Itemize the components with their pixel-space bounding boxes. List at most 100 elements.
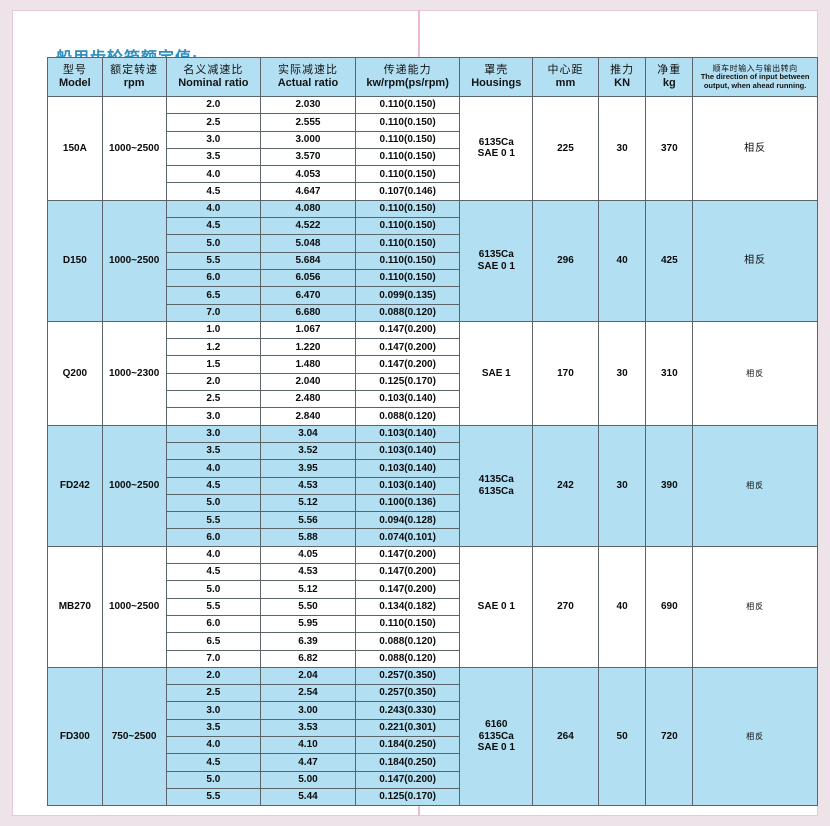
cell-actual-ratio: 2.480 <box>260 390 356 409</box>
cell-power-capacity: 0.110(0.150) <box>354 95 461 115</box>
cell-actual-ratio: 4.647 <box>260 182 356 201</box>
cell-rated-rpm: 1000~2500 <box>101 199 167 322</box>
table-row: 5.5 5.44 0.125(0.170) <box>48 787 818 807</box>
col-header-center-distance: 中心距 mm <box>532 57 599 97</box>
spec-table-wrapper: 型号 Model 额定转速 rpm 名义减速比 Nominal ratio 实际… <box>47 57 818 807</box>
cell-power-capacity: 0.110(0.150) <box>354 113 461 132</box>
table-row: Q200 1000~2300 1.0 1.067 0.147(0.200) SAE 1 17… <box>47 320 818 426</box>
cell-actual-ratio: 5.12 <box>260 580 356 599</box>
cell-housings: 4135Ca 6135Ca <box>459 424 534 547</box>
table-row: 4.5 4.53 0.103(0.140) <box>48 476 818 495</box>
cell-power-capacity: 0.088(0.120) <box>354 649 461 668</box>
cell-power-capacity: 0.125(0.170) <box>354 787 461 807</box>
col-header-direction-cn: 顺车时输入与输出转向 <box>712 63 798 73</box>
cell-power-capacity: 0.257(0.350) <box>354 684 461 703</box>
table-row: 150A 1000~2500 2.0 2.030 0.110(0.150) 6135Ca S… <box>47 95 818 201</box>
cell-actual-ratio: 5.12 <box>260 493 356 513</box>
cell-nominal-ratio: 2.0 <box>165 372 262 392</box>
cell-nominal-ratio: 7.0 <box>165 649 262 668</box>
cell-actual-ratio: 3.53 <box>260 718 356 737</box>
cell-nominal-ratio: 6.0 <box>165 528 262 547</box>
cell-actual-ratio: 5.50 <box>260 597 356 616</box>
cell-weight: 310 <box>645 320 694 426</box>
cell-actual-ratio: 1.067 <box>260 320 356 340</box>
cell-rated-rpm: 1000~2300 <box>101 320 167 426</box>
col-header-power-en: kw/rpm(ps/rpm) <box>366 77 449 89</box>
cell-nominal-ratio: 4.5 <box>165 476 262 495</box>
table-row: 5.0 5.12 0.100(0.136) <box>48 493 818 513</box>
table-row: 5.0 5.048 0.110(0.150) <box>48 234 818 253</box>
cell-actual-ratio: 6.470 <box>260 286 356 305</box>
cell-power-capacity: 0.100(0.136) <box>354 493 461 513</box>
cell-nominal-ratio: 6.5 <box>165 286 262 305</box>
table-row: 6.5 6.470 0.099(0.135) <box>48 286 818 305</box>
table-row: 5.5 5.684 0.110(0.150) <box>48 251 818 270</box>
cell-power-capacity: 0.094(0.128) <box>354 511 461 530</box>
cell-housings-line: 6135Ca <box>478 485 514 497</box>
cell-nominal-ratio: 4.0 <box>165 459 262 478</box>
cell-housings-line: SAE 0 1 <box>477 148 515 160</box>
cell-power-capacity: 0.221(0.301) <box>354 718 461 737</box>
cell-actual-ratio: 4.080 <box>260 199 356 219</box>
cell-nominal-ratio: 1.2 <box>165 338 262 357</box>
col-header-rpm-cn: 额定转速 <box>110 63 159 77</box>
col-header-weight-en: kg <box>662 77 676 89</box>
cell-rotation-direction: 相反 <box>692 424 818 547</box>
cell-housings-line: SAE 0 1 <box>477 260 515 272</box>
cell-actual-ratio: 5.048 <box>260 234 356 253</box>
cell-model: D150 <box>47 199 103 322</box>
cell-nominal-ratio: 4.5 <box>165 182 262 201</box>
cell-power-capacity: 0.134(0.182) <box>354 597 461 616</box>
cell-nominal-ratio: 3.0 <box>165 407 262 426</box>
cell-power-capacity: 0.110(0.150) <box>354 130 461 149</box>
col-header-center-distance-en: mm <box>555 77 576 89</box>
col-header-actual-ratio-en: Actual ratio <box>277 77 339 89</box>
cell-weight: 390 <box>645 424 694 547</box>
cell-housings-line: 6135Ca <box>478 249 514 261</box>
col-header-weight: 净重 kg <box>645 57 694 97</box>
cell-nominal-ratio: 4.5 <box>165 563 262 582</box>
cell-power-capacity: 0.088(0.120) <box>354 632 461 651</box>
cell-power-capacity: 0.110(0.150) <box>354 147 461 167</box>
cell-housings: 6135Ca SAE 0 1 <box>459 199 534 322</box>
cell-actual-ratio: 5.44 <box>260 787 356 807</box>
cell-power-capacity: 0.147(0.200) <box>354 545 461 565</box>
cell-nominal-ratio: 4.0 <box>165 545 262 565</box>
cell-thrust: 30 <box>597 96 647 201</box>
cell-actual-ratio: 1.220 <box>260 338 356 357</box>
cell-power-capacity: 0.147(0.200) <box>354 338 461 357</box>
col-header-nominal-ratio-cn: 名义减速比 <box>183 63 244 77</box>
cell-power-capacity: 0.103(0.140) <box>354 424 461 443</box>
col-header-power: 传递能力 kw/rpm(ps/rpm) <box>354 57 461 97</box>
col-header-rpm: 额定转速 rpm <box>101 57 167 97</box>
cell-center-distance: 264 <box>532 666 599 807</box>
cell-actual-ratio: 2.04 <box>260 666 356 686</box>
cell-nominal-ratio: 2.5 <box>165 390 262 409</box>
cell-rotation-direction: 相反 <box>692 96 818 201</box>
cell-actual-ratio: 5.00 <box>260 770 356 789</box>
cell-nominal-ratio: 4.5 <box>165 753 262 772</box>
table-row: FD300 750~2500 2.0 2.04 0.257(0.350) 6160 6135… <box>47 666 818 807</box>
cell-housings-line: SAE 0 1 <box>477 742 515 754</box>
cell-actual-ratio: 3.570 <box>260 147 356 167</box>
cell-actual-ratio: 4.053 <box>260 165 356 184</box>
table-row: 1.5 1.480 0.147(0.200) <box>48 355 818 374</box>
cell-nominal-ratio: 1.0 <box>165 320 262 340</box>
cell-nominal-ratio: 5.5 <box>165 787 262 807</box>
cell-actual-ratio: 4.05 <box>260 545 356 565</box>
col-header-model-en: Model <box>58 77 91 89</box>
cell-power-capacity: 0.243(0.330) <box>354 701 461 720</box>
table-row: 6.5 6.39 0.088(0.120) <box>48 632 818 651</box>
cell-power-capacity: 0.088(0.120) <box>354 407 461 426</box>
col-header-housings: 罩壳 Housings <box>459 57 534 97</box>
cell-nominal-ratio: 3.0 <box>165 424 262 443</box>
table-row: 3.0 3.00 0.243(0.330) <box>48 701 818 720</box>
table-row: MB270 1000~2500 4.0 4.05 0.147(0.200) SAE 0 1… <box>47 545 818 668</box>
cell-nominal-ratio: 7.0 <box>165 303 262 322</box>
cell-actual-ratio: 2.840 <box>260 407 356 426</box>
cell-nominal-ratio: 5.5 <box>165 511 262 530</box>
cell-power-capacity: 0.257(0.350) <box>354 666 461 686</box>
cell-nominal-ratio: 4.0 <box>165 735 262 755</box>
col-header-actual-ratio-cn: 实际减速比 <box>277 63 338 77</box>
cell-power-capacity: 0.147(0.200) <box>354 320 461 340</box>
